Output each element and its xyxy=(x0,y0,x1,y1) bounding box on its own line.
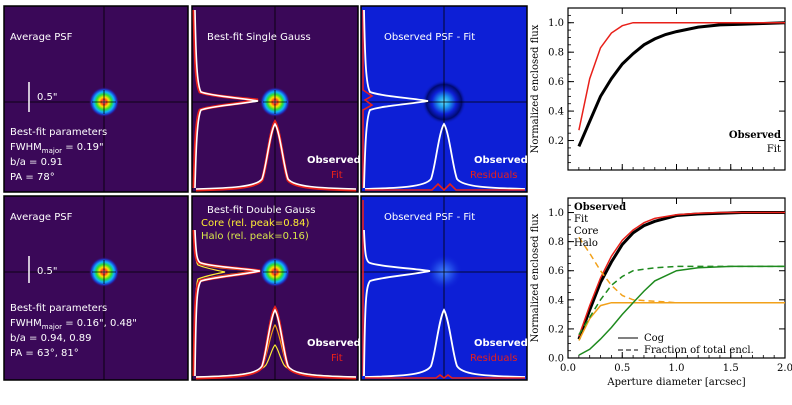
y-tick-label: 0.6 xyxy=(548,266,564,277)
params-title: Best-fit parameters xyxy=(10,303,107,314)
observed-profile-horizontal xyxy=(364,122,526,190)
observed-label: Observed xyxy=(474,155,528,166)
series-line-core-fraction xyxy=(578,236,785,304)
y-axis-label: Normalized enclosed flux xyxy=(530,24,541,153)
y-tick-label: 0.8 xyxy=(548,48,564,59)
x-tick-label: 1.0 xyxy=(669,363,685,374)
y-tick-label: 1.0 xyxy=(548,18,564,29)
pa-line: PA = 78° xyxy=(10,172,55,183)
scale-bar-label: 0.5" xyxy=(37,92,58,103)
row1-single-gauss-panel: Best-fit Single Gauss Observed Fit xyxy=(191,5,361,193)
fwhm-line: FWHMmajor = 0.16", 0.48" xyxy=(10,318,137,331)
core-label: Core (rel. peak=0.84) xyxy=(201,218,309,229)
enclosed-flux-chart-top: 0.2 0.4 0.6 0.8 1.0 Normalized enclosed flux O… xyxy=(530,7,786,171)
y-tick-label: 0.6 xyxy=(548,77,564,88)
residual-profile-vertical xyxy=(362,10,374,188)
halo-label: Halo (rel. peak=0.16) xyxy=(201,231,309,242)
x-tick-label: 2.0 xyxy=(777,363,792,374)
series-line-halo-fraction xyxy=(578,265,785,336)
observed-profile-horizontal xyxy=(195,122,357,190)
legend-fit: Fit xyxy=(767,144,781,155)
panel-title: Observed PSF - Fit xyxy=(384,32,475,43)
panel-title: Best-fit Double Gauss xyxy=(207,205,315,216)
observed-profile-vertical xyxy=(194,229,261,377)
observed-label: Observed xyxy=(474,338,528,349)
series-line-fit xyxy=(578,21,785,131)
residuals-label: Residuals xyxy=(470,170,517,181)
panel-title: Observed PSF - Fit xyxy=(384,212,475,223)
ba-line: b/a = 0.91 xyxy=(10,157,63,168)
y-tick-label: 0.4 xyxy=(548,107,564,118)
observed-profile-horizontal xyxy=(364,308,526,378)
row1-residual-panel: Observed PSF - Fit Observed Residuals xyxy=(360,5,528,193)
pa-line: PA = 63°, 81° xyxy=(10,348,79,359)
y-axis-label: Normalized enclosed flux xyxy=(530,213,541,342)
residual-profile-horizontal xyxy=(365,182,525,192)
fit-label: Fit xyxy=(331,353,343,364)
scale-bar-label: 0.5" xyxy=(37,266,58,277)
fit-profile-vertical xyxy=(192,9,259,189)
row1-average-psf-panel: Average PSF 0.5" Best-fit parameters FWH… xyxy=(3,5,189,193)
panel-title: Average PSF xyxy=(10,212,73,223)
row2-average-psf-panel: Average PSF 0.5" Best-fit parameters FWH… xyxy=(3,195,189,381)
observed-label: Observed xyxy=(307,155,361,166)
fit-profile-horizontal xyxy=(195,119,357,192)
legend-fraction-label: Fraction of total encl. xyxy=(644,345,754,356)
panel-title: Average PSF xyxy=(10,32,73,43)
y-tick-label: 0.4 xyxy=(548,295,564,306)
panel-title: Best-fit Single Gauss xyxy=(207,32,311,43)
observed-profile-vertical xyxy=(363,229,431,377)
ba-line: b/a = 0.94, 0.89 xyxy=(10,333,91,344)
y-tick-label: 0.8 xyxy=(548,237,564,248)
x-tick-label: 0.0 xyxy=(560,363,576,374)
y-tick-label: 0.0 xyxy=(548,354,564,365)
row2-residual-panel: Observed PSF - Fit Observed Residuals xyxy=(360,195,528,381)
observed-profile-horizontal xyxy=(195,308,357,378)
fit-label: Fit xyxy=(331,170,343,181)
params-title: Best-fit parameters xyxy=(10,127,107,138)
legend-fit: Fit xyxy=(574,214,588,225)
row2-double-gauss-panel: Best-fit Double Gauss Core (rel. peak=0.… xyxy=(191,195,361,381)
observed-profile-vertical xyxy=(363,9,429,189)
observed-label: Observed xyxy=(307,338,361,349)
fit-profile-horizontal xyxy=(195,305,357,380)
series-line-observed xyxy=(577,21,786,147)
y-tick-label: 0.2 xyxy=(548,324,564,335)
legend-core: Core xyxy=(574,226,598,237)
x-tick-label: 1.5 xyxy=(723,363,739,374)
y-tick-label: 0.2 xyxy=(548,136,564,147)
series-line-halo-cog xyxy=(578,265,785,356)
legend-observed: Observed xyxy=(729,130,781,141)
x-tick-label: 0.5 xyxy=(614,363,630,374)
x-axis-label: Aperture diameter [arcsec] xyxy=(606,377,745,388)
fwhm-line: FWHMmajor = 0.19" xyxy=(10,142,104,155)
residuals-label: Residuals xyxy=(470,353,517,364)
residual-profile-horizontal xyxy=(365,374,525,379)
observed-profile-vertical xyxy=(194,9,259,189)
enclosed-flux-chart-bottom: 0.0 0.5 1.0 1.5 2.0 0.0 0.2 0.4 0.6 0.8 1.0 Normali… xyxy=(530,197,792,388)
legend-observed: Observed xyxy=(574,202,626,213)
legend-cog-label: Cog xyxy=(644,333,665,344)
legend-halo: Halo xyxy=(574,238,598,249)
y-tick-label: 1.0 xyxy=(548,208,564,219)
